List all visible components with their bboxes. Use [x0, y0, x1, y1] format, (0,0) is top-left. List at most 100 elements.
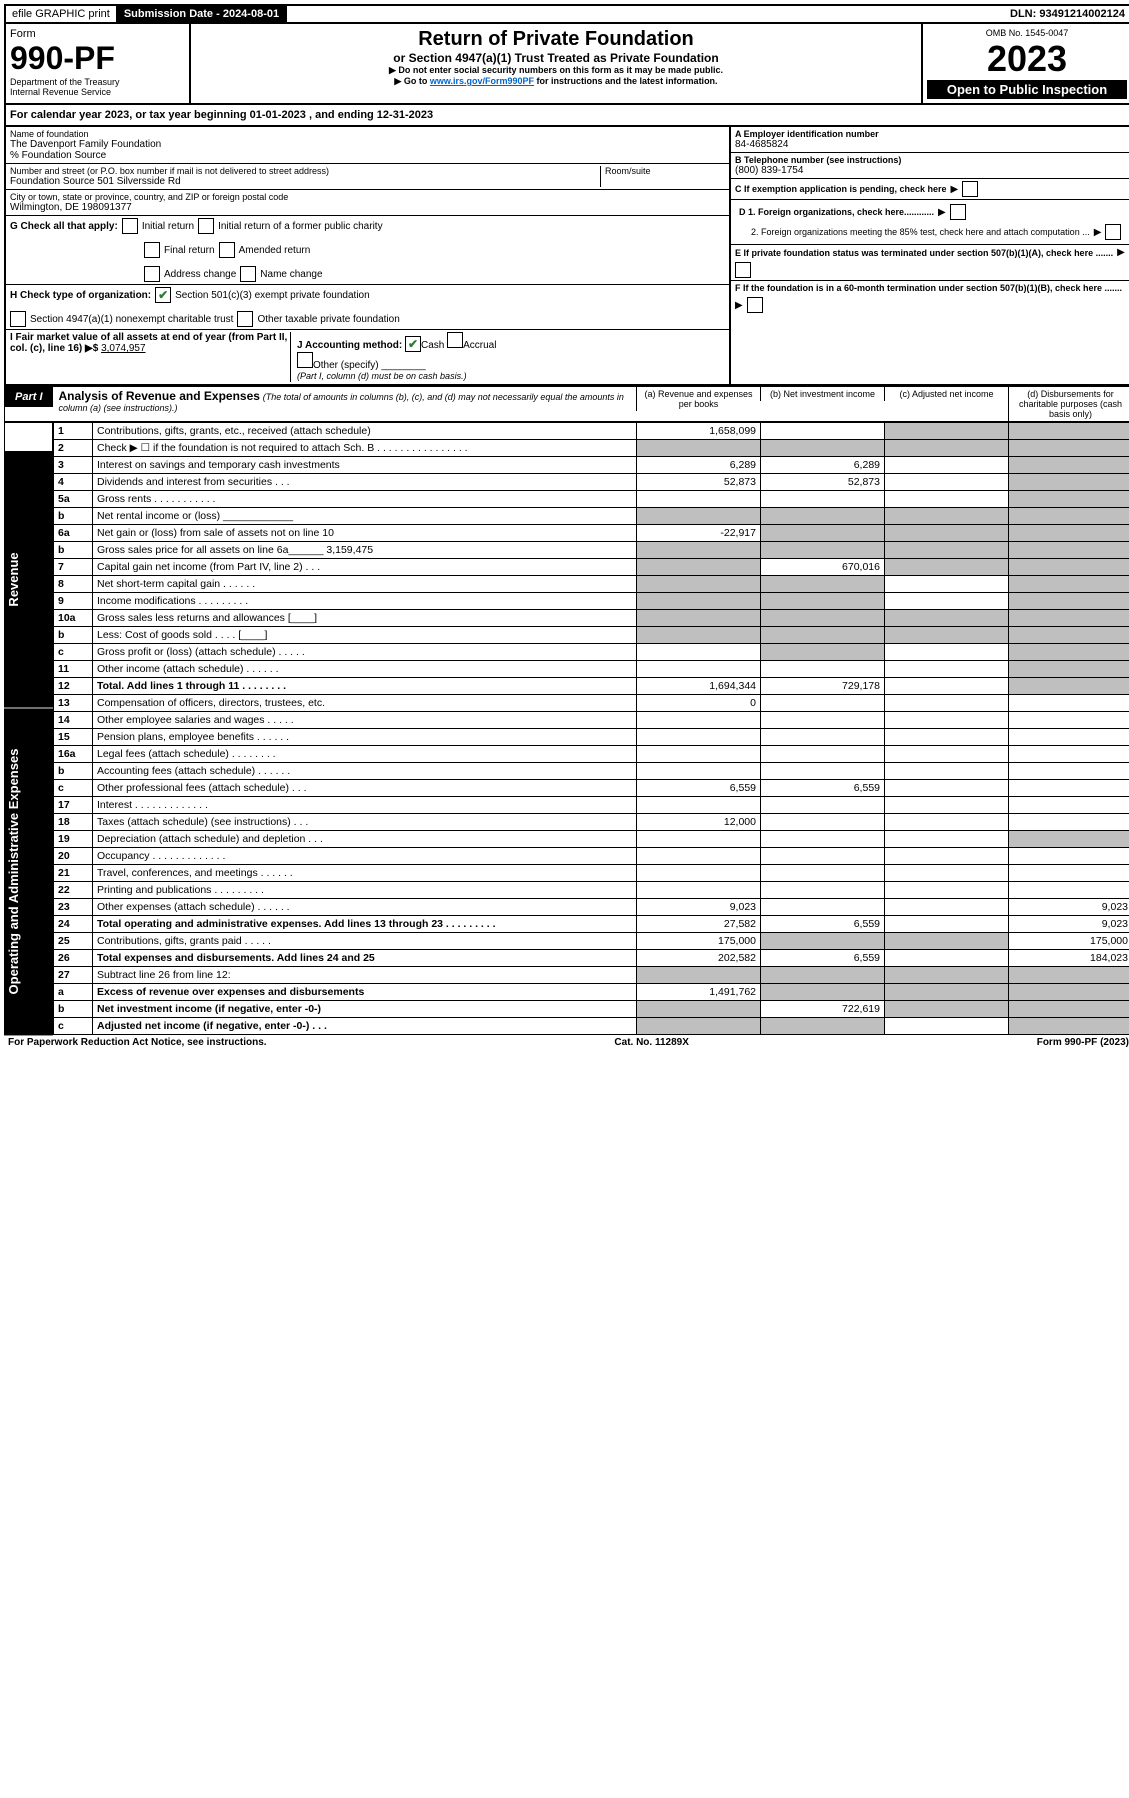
line-value	[1009, 780, 1129, 797]
line-value	[885, 661, 1009, 678]
line-value	[637, 542, 761, 559]
opt-cash: Cash	[421, 340, 444, 351]
line-value	[1009, 423, 1129, 440]
table-row: cGross profit or (loss) (attach schedule…	[54, 644, 1129, 661]
line-value	[885, 644, 1009, 661]
line-value	[1009, 610, 1129, 627]
line-value	[1009, 882, 1129, 899]
line-value	[637, 848, 761, 865]
line-value	[1009, 474, 1129, 491]
line-value	[637, 865, 761, 882]
opt-initial: Initial return	[142, 221, 194, 232]
cb-60month[interactable]	[747, 297, 763, 313]
line-value	[761, 848, 885, 865]
table-row: 13Compensation of officers, directors, t…	[54, 695, 1129, 712]
line-value	[885, 763, 1009, 780]
top-bar: efile GRAPHIC print Submission Date - 20…	[4, 4, 1129, 24]
cb-initial-former[interactable]	[198, 218, 214, 234]
line-value	[1009, 1018, 1129, 1035]
line-value	[637, 763, 761, 780]
line-value	[1009, 440, 1129, 457]
efile-label: efile GRAPHIC print	[6, 6, 118, 22]
line-desc: Contributions, gifts, grants paid . . . …	[93, 933, 637, 950]
line-value: 184,023	[1009, 950, 1129, 967]
line-value	[761, 933, 885, 950]
cb-amended[interactable]	[219, 242, 235, 258]
line-value: 175,000	[637, 933, 761, 950]
line-number: b	[54, 627, 93, 644]
table-row: 9Income modifications . . . . . . . . .	[54, 593, 1129, 610]
cb-exemption-pending[interactable]	[962, 181, 978, 197]
line-value	[637, 1018, 761, 1035]
form990pf-link[interactable]: www.irs.gov/Form990PF	[430, 76, 534, 86]
line-desc: Total operating and administrative expen…	[93, 916, 637, 933]
footer-left: For Paperwork Reduction Act Notice, see …	[8, 1037, 267, 1048]
care-of: % Foundation Source	[10, 150, 725, 161]
cb-initial-return[interactable]	[122, 218, 138, 234]
side-expenses: Operating and Administrative Expenses	[4, 708, 53, 1035]
form-title: Return of Private Foundation	[195, 28, 917, 51]
line-value	[637, 882, 761, 899]
cb-address-change[interactable]	[144, 266, 160, 282]
cb-accrual[interactable]	[447, 332, 463, 348]
cb-cash[interactable]	[405, 336, 421, 352]
cb-terminated[interactable]	[735, 262, 751, 278]
line-value	[885, 950, 1009, 967]
line-value: 6,289	[761, 457, 885, 474]
cb-final[interactable]	[144, 242, 160, 258]
table-row: 4Dividends and interest from securities …	[54, 474, 1129, 491]
line-value	[637, 831, 761, 848]
line-value	[885, 678, 1009, 695]
line-number: 16a	[54, 746, 93, 763]
cb-4947[interactable]	[10, 311, 26, 327]
table-row: 11Other income (attach schedule) . . . .…	[54, 661, 1129, 678]
line-value	[885, 423, 1009, 440]
line-value	[637, 440, 761, 457]
submission-date: Submission Date - 2024-08-01	[118, 6, 287, 22]
line-desc: Less: Cost of goods sold . . . . [____]	[93, 627, 637, 644]
line-number: 3	[54, 457, 93, 474]
line-value	[637, 712, 761, 729]
cb-85pct[interactable]	[1105, 224, 1121, 240]
table-row: 22Printing and publications . . . . . . …	[54, 882, 1129, 899]
cb-name-change[interactable]	[240, 266, 256, 282]
d1-label: D 1. Foreign organizations, check here..…	[739, 207, 934, 217]
street-address: Foundation Source 501 Silversside Rd	[10, 176, 600, 187]
cb-foreign-org[interactable]	[950, 204, 966, 220]
cb-other-taxable[interactable]	[237, 311, 253, 327]
table-row: 2Check ▶ ☐ if the foundation is not requ…	[54, 440, 1129, 457]
line-value: 6,289	[637, 457, 761, 474]
line-value: 1,694,344	[637, 678, 761, 695]
line-value	[761, 695, 885, 712]
tax-year: 2023	[927, 38, 1127, 80]
note2-post: for instructions and the latest informat…	[534, 76, 718, 86]
line-value	[637, 797, 761, 814]
line-number: 14	[54, 712, 93, 729]
entity-info: Name of foundation The Davenport Family …	[4, 127, 1129, 386]
line-value	[1009, 1001, 1129, 1018]
part1-table: 1Contributions, gifts, grants, etc., rec…	[53, 422, 1129, 1035]
line-desc: Contributions, gifts, grants, etc., rece…	[93, 423, 637, 440]
line-value: 9,023	[1009, 899, 1129, 916]
table-row: 3Interest on savings and temporary cash …	[54, 457, 1129, 474]
cb-501c3[interactable]	[155, 287, 171, 303]
addr-label: Number and street (or P.O. box number if…	[10, 166, 600, 176]
cb-other-method[interactable]	[297, 352, 313, 368]
line-number: 25	[54, 933, 93, 950]
foundation-name: The Davenport Family Foundation	[10, 139, 725, 150]
line-value	[1009, 661, 1129, 678]
line-desc: Legal fees (attach schedule) . . . . . .…	[93, 746, 637, 763]
line-value: 52,873	[761, 474, 885, 491]
opt-accrual: Accrual	[463, 340, 496, 351]
line-value	[761, 797, 885, 814]
line-number: 2	[54, 440, 93, 457]
line-number: 21	[54, 865, 93, 882]
line-value	[1009, 508, 1129, 525]
c-label: C If exemption application is pending, c…	[735, 184, 947, 194]
line-value: 27,582	[637, 916, 761, 933]
line-desc: Occupancy . . . . . . . . . . . . .	[93, 848, 637, 865]
line-value	[1009, 712, 1129, 729]
part1-header: Part I Analysis of Revenue and Expenses …	[4, 386, 1129, 422]
line-value	[885, 848, 1009, 865]
city-label: City or town, state or province, country…	[10, 192, 725, 202]
